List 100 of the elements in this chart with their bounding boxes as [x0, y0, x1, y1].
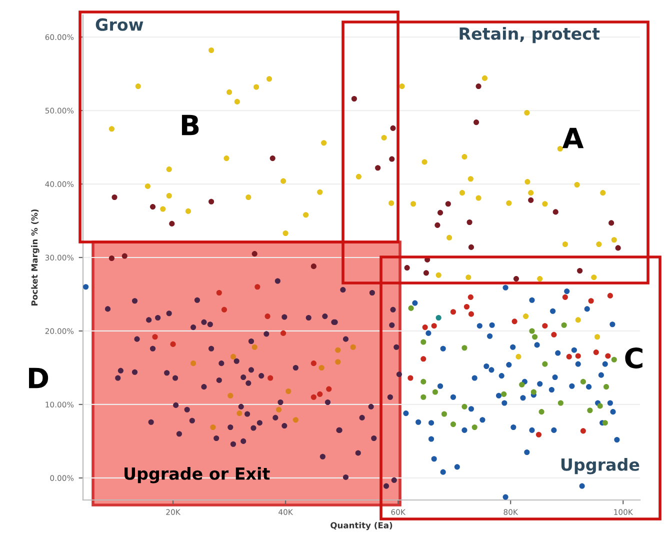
- point: [484, 363, 490, 370]
- point: [611, 356, 617, 362]
- point: [166, 192, 172, 199]
- point: [528, 190, 534, 196]
- point: [584, 306, 590, 312]
- point: [506, 200, 512, 206]
- point: [502, 400, 508, 406]
- point: [276, 406, 282, 412]
- point: [548, 386, 554, 393]
- point: [234, 98, 240, 104]
- point: [321, 140, 327, 146]
- point: [160, 206, 166, 212]
- point: [580, 378, 586, 384]
- point: [208, 47, 214, 54]
- point: [310, 360, 316, 366]
- point: [326, 386, 332, 392]
- point: [375, 165, 381, 171]
- point: [454, 464, 460, 470]
- point: [603, 384, 610, 390]
- point: [600, 190, 606, 196]
- point: [264, 314, 270, 320]
- point: [607, 400, 613, 406]
- point: [422, 159, 428, 165]
- point: [472, 375, 478, 381]
- point: [190, 360, 196, 366]
- point: [580, 428, 586, 434]
- point: [428, 420, 434, 426]
- point: [588, 298, 594, 304]
- point: [446, 234, 452, 240]
- point: [462, 345, 468, 351]
- point: [586, 384, 592, 390]
- point: [403, 410, 409, 416]
- point: [468, 294, 474, 300]
- annotation: A: [562, 128, 584, 148]
- point: [466, 274, 472, 280]
- annotation: Retain, protect: [460, 27, 600, 44]
- point: [476, 323, 482, 329]
- annotation: Upgrade or Exit: [124, 467, 270, 484]
- point: [420, 394, 426, 400]
- point: [593, 350, 599, 356]
- text: D: [29, 368, 48, 388]
- point: [602, 361, 608, 367]
- y-axis-title: Pocket Margin % (%): [31, 209, 40, 306]
- point: [356, 174, 362, 180]
- point: [230, 354, 236, 360]
- point: [436, 272, 442, 278]
- point: [303, 212, 309, 218]
- point: [280, 178, 286, 184]
- point: [552, 374, 558, 380]
- point: [532, 334, 538, 340]
- point: [310, 264, 316, 270]
- point: [506, 362, 512, 368]
- point: [416, 419, 422, 425]
- point: [389, 156, 395, 162]
- point: [557, 146, 563, 152]
- point: [489, 322, 495, 328]
- point: [482, 75, 488, 81]
- point: [122, 253, 128, 259]
- point: [587, 408, 593, 414]
- point: [610, 322, 616, 328]
- point: [112, 194, 118, 200]
- point: [537, 381, 543, 387]
- point: [166, 166, 172, 172]
- point: [602, 420, 608, 426]
- point: [216, 290, 222, 296]
- point: [445, 201, 451, 207]
- point: [520, 395, 526, 401]
- point: [404, 265, 410, 271]
- point: [335, 359, 341, 365]
- point: [254, 284, 260, 290]
- point: [381, 134, 387, 140]
- point: [432, 389, 438, 395]
- point: [335, 347, 341, 353]
- point: [529, 328, 535, 334]
- point: [558, 400, 564, 406]
- point: [562, 241, 568, 248]
- point: [170, 341, 176, 347]
- point: [551, 427, 557, 433]
- point: [502, 494, 508, 500]
- point: [561, 322, 567, 328]
- point: [420, 356, 426, 362]
- point: [246, 194, 252, 200]
- point: [596, 241, 602, 248]
- point: [476, 195, 482, 201]
- point: [266, 76, 272, 82]
- point: [614, 436, 620, 443]
- point: [423, 270, 429, 276]
- annotation: Grow: [96, 18, 144, 31]
- point: [450, 422, 456, 428]
- point: [594, 334, 600, 340]
- point: [488, 367, 494, 373]
- point: [551, 332, 557, 338]
- point: [310, 394, 316, 400]
- point: [468, 176, 474, 182]
- point: [210, 424, 216, 430]
- point: [83, 284, 89, 290]
- x-axis-title: Quantity (Ea): [330, 522, 392, 530]
- point: [476, 84, 482, 90]
- point: [529, 297, 535, 303]
- point: [108, 126, 114, 132]
